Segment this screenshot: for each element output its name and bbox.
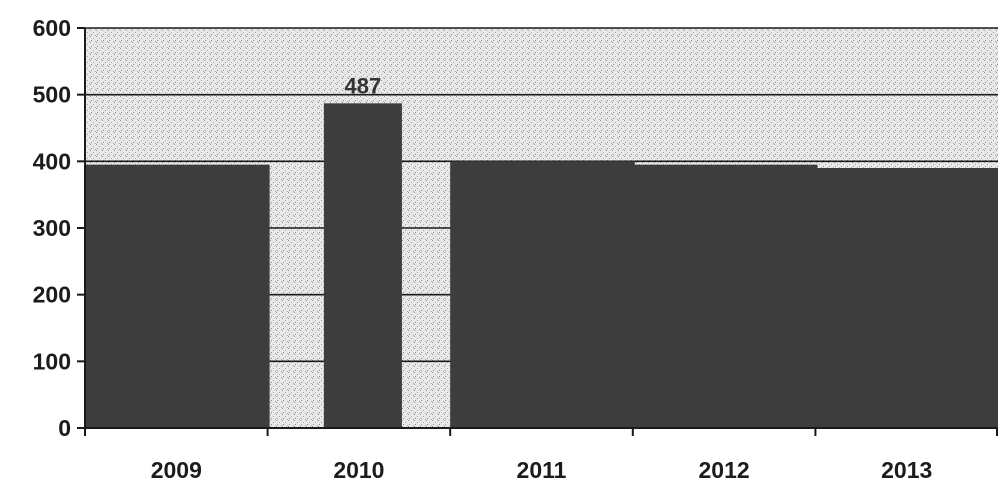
x-tick-label-2013: 2013 (881, 457, 932, 483)
y-tick-label-600: 600 (33, 15, 71, 41)
bars (85, 103, 998, 429)
bar-2009 (85, 164, 270, 428)
y-tick-label-300: 300 (33, 215, 71, 241)
x-axis-ticks: 2009 2010 2011 2012 2013 (84, 428, 998, 483)
bar-2010 (323, 103, 402, 428)
data-label-2010: 487 (345, 73, 382, 98)
bar-2012 (632, 164, 818, 428)
y-tick-label-100: 100 (33, 348, 71, 374)
x-tick-label-2012: 2012 (699, 457, 750, 483)
y-tick-label-400: 400 (33, 148, 71, 174)
y-tick-label-200: 200 (33, 282, 71, 308)
data-labels: 487 (345, 73, 382, 98)
bar-2011 (450, 161, 635, 429)
x-tick-label-2011: 2011 (517, 457, 567, 483)
bar-2013 (815, 168, 998, 428)
y-axis-ticks: 0 100 200 300 400 500 600 (33, 15, 85, 441)
x-tick-label-2009: 2009 (151, 457, 202, 483)
y-tick-label-500: 500 (33, 82, 71, 108)
x-tick-label-2010: 2010 (333, 457, 384, 483)
y-tick-label-0: 0 (58, 415, 71, 441)
